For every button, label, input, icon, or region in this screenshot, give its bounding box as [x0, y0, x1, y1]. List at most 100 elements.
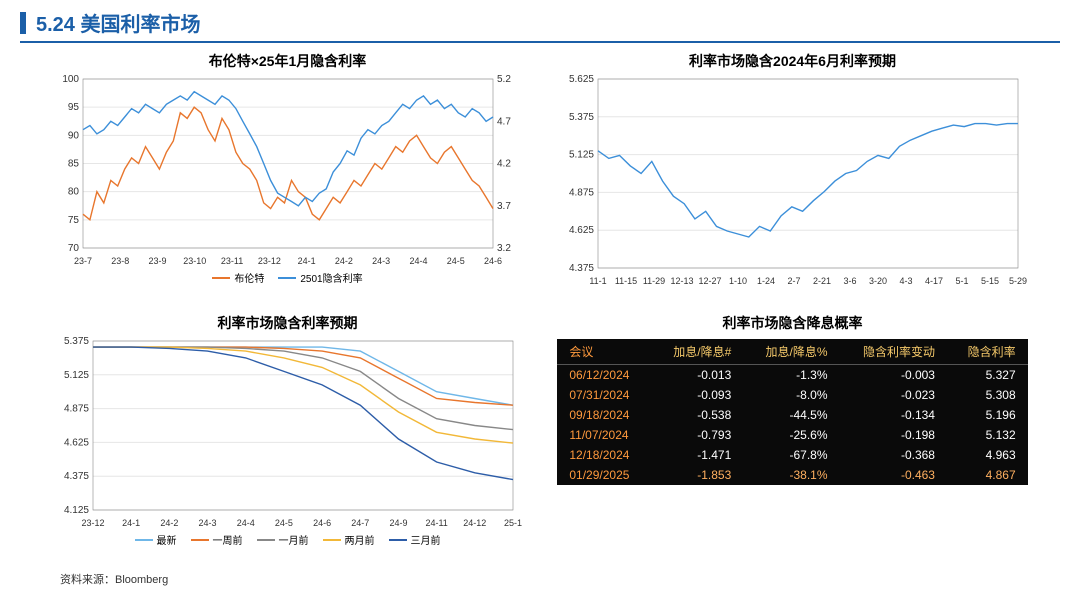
- svg-text:11-29: 11-29: [642, 276, 664, 286]
- table-cell: 09/18/2024: [557, 405, 651, 425]
- svg-text:80: 80: [67, 187, 79, 198]
- slide-header: 5.24 美国利率市场: [0, 0, 1080, 41]
- table-cell: -1.3%: [743, 365, 839, 386]
- svg-text:4.2: 4.2: [497, 159, 511, 170]
- table-cell: 06/12/2024: [557, 365, 651, 386]
- svg-text:24-9: 24-9: [389, 518, 407, 528]
- legend-label: 两月前: [345, 532, 375, 547]
- legend-swatch: [212, 277, 230, 279]
- svg-text:5-1: 5-1: [955, 276, 968, 286]
- svg-text:23-12: 23-12: [257, 256, 280, 266]
- svg-text:24-3: 24-3: [198, 518, 216, 528]
- svg-text:70: 70: [67, 243, 79, 254]
- table-cell: -0.023: [840, 385, 947, 405]
- table-cell: -0.198: [840, 425, 947, 445]
- table-cell: 4.963: [947, 445, 1028, 465]
- chart1-title: 布伦特×25年1月隐含利率: [209, 51, 367, 71]
- svg-text:24-6: 24-6: [313, 518, 331, 528]
- svg-text:23-8: 23-8: [111, 256, 129, 266]
- legend-item: 一月前: [257, 532, 309, 547]
- chart1-legend: 布伦特 2501隐含利率: [212, 270, 362, 285]
- legend-swatch: [389, 539, 407, 541]
- table-cell: 4.867: [947, 465, 1028, 485]
- table-row: 06/12/2024-0.013-1.3%-0.0035.327: [557, 365, 1027, 386]
- chart-grid: 布伦特×25年1月隐含利率 7075808590951003.23.74.24.…: [0, 49, 1080, 569]
- table-row: 12/18/2024-1.471-67.8%-0.3684.963: [557, 445, 1027, 465]
- table-cell: -1.471: [651, 445, 743, 465]
- legend-item: 布伦特: [212, 270, 264, 285]
- svg-text:5.375: 5.375: [63, 336, 88, 347]
- legend-item: 一周前: [191, 532, 243, 547]
- svg-text:4.125: 4.125: [63, 505, 88, 516]
- svg-text:24-1: 24-1: [297, 256, 315, 266]
- table-cell: 5.132: [947, 425, 1028, 445]
- legend-item: 三月前: [389, 532, 441, 547]
- table-title: 利率市场隐含降息概率: [723, 313, 863, 333]
- table-wrap: 会议加息/降息#加息/降息%隐含利率变动隐含利率06/12/2024-0.013…: [557, 339, 1027, 485]
- svg-text:24-4: 24-4: [236, 518, 254, 528]
- svg-text:3-20: 3-20: [868, 276, 886, 286]
- table-cell: -1.853: [651, 465, 743, 485]
- svg-text:24-6: 24-6: [483, 256, 501, 266]
- header-accent-bar: [20, 12, 26, 34]
- svg-text:25-1: 25-1: [503, 518, 521, 528]
- svg-text:24-1: 24-1: [122, 518, 140, 528]
- table-cell: -44.5%: [743, 405, 839, 425]
- table-cell: -0.093: [651, 385, 743, 405]
- svg-text:5-15: 5-15: [980, 276, 998, 286]
- chart3-title: 利率市场隐含利率预期: [218, 313, 358, 333]
- svg-text:24-2: 24-2: [334, 256, 352, 266]
- svg-text:23-12: 23-12: [81, 518, 104, 528]
- table-cell: 5.327: [947, 365, 1028, 386]
- table-cell: -0.793: [651, 425, 743, 445]
- table-header-cell: 会议: [557, 339, 651, 365]
- chart3-svg: 4.1254.3754.6254.8755.1255.37523-1224-12…: [53, 335, 523, 530]
- legend-label: 一月前: [279, 532, 309, 547]
- legend-swatch: [135, 539, 153, 541]
- source-label: 资料来源：Bloomberg: [60, 571, 1080, 587]
- svg-text:3.7: 3.7: [497, 201, 511, 212]
- table-cell: -8.0%: [743, 385, 839, 405]
- svg-text:5.375: 5.375: [568, 112, 593, 123]
- svg-text:3-6: 3-6: [843, 276, 856, 286]
- svg-text:85: 85: [67, 159, 79, 170]
- svg-text:4.875: 4.875: [568, 187, 593, 198]
- table-cell: 01/29/2025: [557, 465, 651, 485]
- chart3-legend: 最新一周前 一月前 两月前三月前: [135, 532, 441, 547]
- legend-swatch: [323, 539, 341, 541]
- chart2-title: 利率市场隐含2024年6月利率预期: [689, 51, 896, 71]
- svg-text:23-10: 23-10: [183, 256, 206, 266]
- table-cell: 11/07/2024: [557, 425, 651, 445]
- probability-table: 会议加息/降息#加息/降息%隐含利率变动隐含利率06/12/2024-0.013…: [557, 339, 1027, 485]
- legend-item: 两月前: [323, 532, 375, 547]
- table-cell: -25.6%: [743, 425, 839, 445]
- panel-rate-expectation: 利率市场隐含利率预期 4.1254.3754.6254.8755.1255.37…: [40, 311, 535, 569]
- legend-item: 最新: [135, 532, 177, 547]
- table-cell: 5.308: [947, 385, 1028, 405]
- legend-swatch: [257, 539, 275, 541]
- svg-text:11-15: 11-15: [614, 276, 636, 286]
- table-cell: 07/31/2024: [557, 385, 651, 405]
- table-cell: -0.134: [840, 405, 947, 425]
- svg-text:24-3: 24-3: [372, 256, 390, 266]
- legend-label: 2501隐含利率: [300, 270, 362, 285]
- svg-text:24-7: 24-7: [351, 518, 369, 528]
- header-rule: [20, 41, 1060, 43]
- table-header-cell: 隐含利率变动: [840, 339, 947, 365]
- table-cell: -38.1%: [743, 465, 839, 485]
- legend-label: 布伦特: [234, 270, 264, 285]
- svg-text:95: 95: [67, 102, 79, 113]
- table-row: 07/31/2024-0.093-8.0%-0.0235.308: [557, 385, 1027, 405]
- svg-text:75: 75: [67, 215, 79, 226]
- svg-text:24-5: 24-5: [274, 518, 292, 528]
- legend-swatch: [191, 539, 209, 541]
- panel-jun2024-rate: 利率市场隐含2024年6月利率预期 4.3754.6254.8755.1255.…: [545, 49, 1040, 307]
- svg-text:5.125: 5.125: [568, 150, 593, 161]
- table-cell: -0.013: [651, 365, 743, 386]
- legend-swatch: [278, 277, 296, 279]
- svg-text:90: 90: [67, 130, 79, 141]
- svg-text:23-9: 23-9: [148, 256, 166, 266]
- legend-item: 2501隐含利率: [278, 270, 362, 285]
- svg-text:12-27: 12-27: [698, 276, 721, 286]
- svg-text:5-29: 5-29: [1008, 276, 1026, 286]
